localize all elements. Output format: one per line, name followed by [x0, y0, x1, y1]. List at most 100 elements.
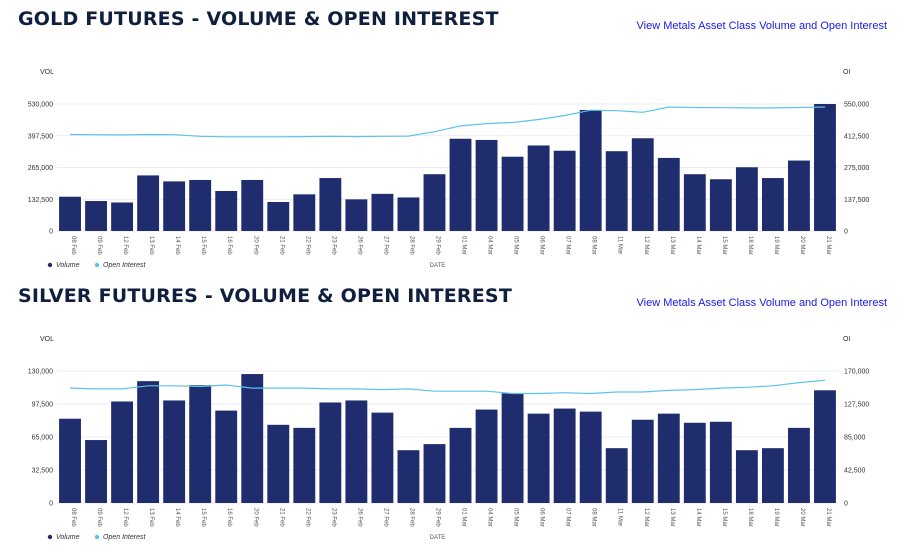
silver-volume-bar[interactable] — [371, 412, 394, 503]
silver-y2-tick-label: 0 — [844, 501, 848, 508]
silver-volume-bar[interactable] — [163, 400, 186, 503]
gold-volume-bar[interactable] — [761, 178, 784, 231]
silver-legend-volume-label[interactable]: Volume — [56, 534, 80, 541]
gold-volume-bar[interactable] — [735, 167, 758, 231]
gold-y2-tick-label: 412,500 — [844, 133, 869, 140]
gold-x-tick-label: 21 Feb — [278, 236, 284, 255]
silver-x-tick-label: 21 Feb — [278, 508, 284, 527]
silver-legend-volume-marker[interactable] — [47, 534, 53, 540]
gold-volume-bar[interactable] — [111, 202, 134, 231]
silver-y2-tick-label: 42,500 — [844, 468, 866, 475]
gold-futures-panel: GOLD FUTURES - VOLUME & OPEN INTEREST Vi… — [18, 8, 887, 269]
silver-x-tick-label: 29 Feb — [434, 508, 440, 527]
gold-volume-bar[interactable] — [579, 109, 602, 231]
gold-volume-bar[interactable] — [605, 151, 628, 231]
gold-volume-bar[interactable] — [85, 201, 107, 231]
gold-volume-bar[interactable] — [553, 150, 576, 231]
gold-volume-bar[interactable] — [293, 194, 316, 231]
silver-x-tick-label: 19 Mar — [773, 508, 779, 527]
silver-volume-bar[interactable] — [579, 411, 602, 503]
gold-x-tick-label: 27 Feb — [382, 236, 388, 255]
silver-volume-bar[interactable] — [553, 408, 576, 503]
silver-volume-bar[interactable] — [475, 409, 498, 503]
silver-volume-bar[interactable] — [423, 444, 446, 503]
silver-volume-bar[interactable] — [241, 374, 264, 503]
silver-volume-bar[interactable] — [293, 427, 316, 503]
gold-volume-bar[interactable] — [371, 193, 394, 231]
silver-x-tick-label: 28 Feb — [408, 508, 414, 527]
gold-y2-tick-label: 275,000 — [844, 165, 869, 172]
silver-legend-oi-label[interactable]: Open Interest — [103, 534, 146, 541]
silver-x-axis-title: DATE — [430, 535, 446, 541]
silver-vol-axis-title: VOL — [40, 336, 54, 343]
gold-volume-bar[interactable] — [189, 179, 212, 231]
silver-x-tick-label: 14 Mar — [695, 508, 701, 527]
gold-legend-volume-marker[interactable] — [47, 262, 53, 268]
gold-volume-bar[interactable] — [397, 197, 420, 231]
gold-x-tick-label: 15 Mar — [721, 236, 727, 255]
gold-legend-volume-label[interactable]: Volume — [56, 262, 80, 269]
gold-volume-bar[interactable] — [475, 139, 498, 231]
gold-volume-bar[interactable] — [709, 179, 732, 231]
silver-volume-bar[interactable] — [85, 440, 107, 503]
silver-volume-bar[interactable] — [137, 381, 160, 503]
gold-volume-bar[interactable] — [657, 157, 680, 231]
silver-volume-bar[interactable] — [657, 413, 680, 503]
gold-volume-bar[interactable] — [814, 104, 836, 231]
silver-volume-bar[interactable] — [501, 393, 524, 503]
gold-volume-bar[interactable] — [631, 138, 654, 231]
gold-volume-bar[interactable] — [449, 138, 472, 231]
gold-volume-bar[interactable] — [501, 156, 524, 231]
gold-volume-bar[interactable] — [423, 174, 446, 231]
silver-volume-bar[interactable] — [397, 450, 420, 503]
gold-x-tick-label: 09 Feb — [96, 236, 102, 255]
gold-x-tick-label: 08 Mar — [591, 236, 597, 255]
silver-volume-bar[interactable] — [111, 401, 134, 503]
silver-volume-bar[interactable] — [59, 418, 81, 503]
silver-volume-bar[interactable] — [605, 448, 628, 503]
silver-volume-bar[interactable] — [631, 419, 654, 503]
silver-volume-bar[interactable] — [189, 385, 212, 503]
gold-volume-bar[interactable] — [345, 199, 368, 231]
gold-x-tick-label: 20 Feb — [252, 236, 258, 255]
gold-volume-bar[interactable] — [683, 174, 706, 231]
silver-volume-bar[interactable] — [215, 410, 238, 503]
gold-volume-bar[interactable] — [267, 202, 290, 231]
gold-volume-bar[interactable] — [319, 178, 342, 231]
gold-volume-bar[interactable] — [137, 175, 160, 231]
gold-volume-bar[interactable] — [215, 190, 238, 231]
silver-volume-bar[interactable] — [345, 400, 368, 503]
gold-volume-bar[interactable] — [163, 181, 186, 231]
silver-y-tick-label: 32,500 — [32, 468, 54, 475]
silver-x-tick-label: 04 Mar — [487, 508, 493, 527]
gold-y-tick-label: 397,500 — [28, 133, 53, 140]
silver-x-tick-label: 08 Mar — [591, 508, 597, 527]
silver-metals-asset-class-link[interactable]: View Metals Asset Class Volume and Open … — [636, 297, 887, 309]
gold-metals-asset-class-link[interactable]: View Metals Asset Class Volume and Open … — [636, 20, 887, 32]
gold-volume-bar[interactable] — [788, 160, 810, 231]
silver-volume-bar[interactable] — [527, 413, 550, 503]
gold-volume-bar[interactable] — [241, 179, 264, 231]
gold-legend-oi-label[interactable]: Open Interest — [103, 262, 146, 269]
silver-volume-bar[interactable] — [683, 422, 706, 503]
silver-volume-bar[interactable] — [267, 424, 290, 503]
silver-legend-oi-marker[interactable] — [94, 534, 100, 540]
gold-x-tick-label: 13 Mar — [669, 236, 675, 255]
gold-x-tick-label: 18 Mar — [747, 236, 753, 255]
gold-volume-bar[interactable] — [59, 196, 81, 231]
silver-volume-bar[interactable] — [814, 390, 836, 503]
silver-volume-bar[interactable] — [761, 448, 784, 503]
silver-volume-bar[interactable] — [709, 421, 732, 503]
silver-volume-bar[interactable] — [788, 427, 810, 503]
gold-x-tick-label: 07 Mar — [565, 236, 571, 255]
gold-legend-oi-marker[interactable] — [94, 262, 100, 268]
silver-volume-bar[interactable] — [735, 450, 758, 503]
gold-y-tick-label: 530,000 — [28, 102, 53, 109]
gold-volume-bar[interactable] — [527, 145, 550, 231]
silver-oi-axis-title: OI — [843, 336, 850, 343]
silver-volume-bar[interactable] — [319, 402, 342, 503]
silver-volume-bar[interactable] — [449, 427, 472, 503]
silver-x-tick-label: 13 Mar — [669, 508, 675, 527]
gold-x-tick-label: 01 Mar — [461, 236, 467, 255]
silver-x-tick-label: 01 Mar — [461, 508, 467, 527]
